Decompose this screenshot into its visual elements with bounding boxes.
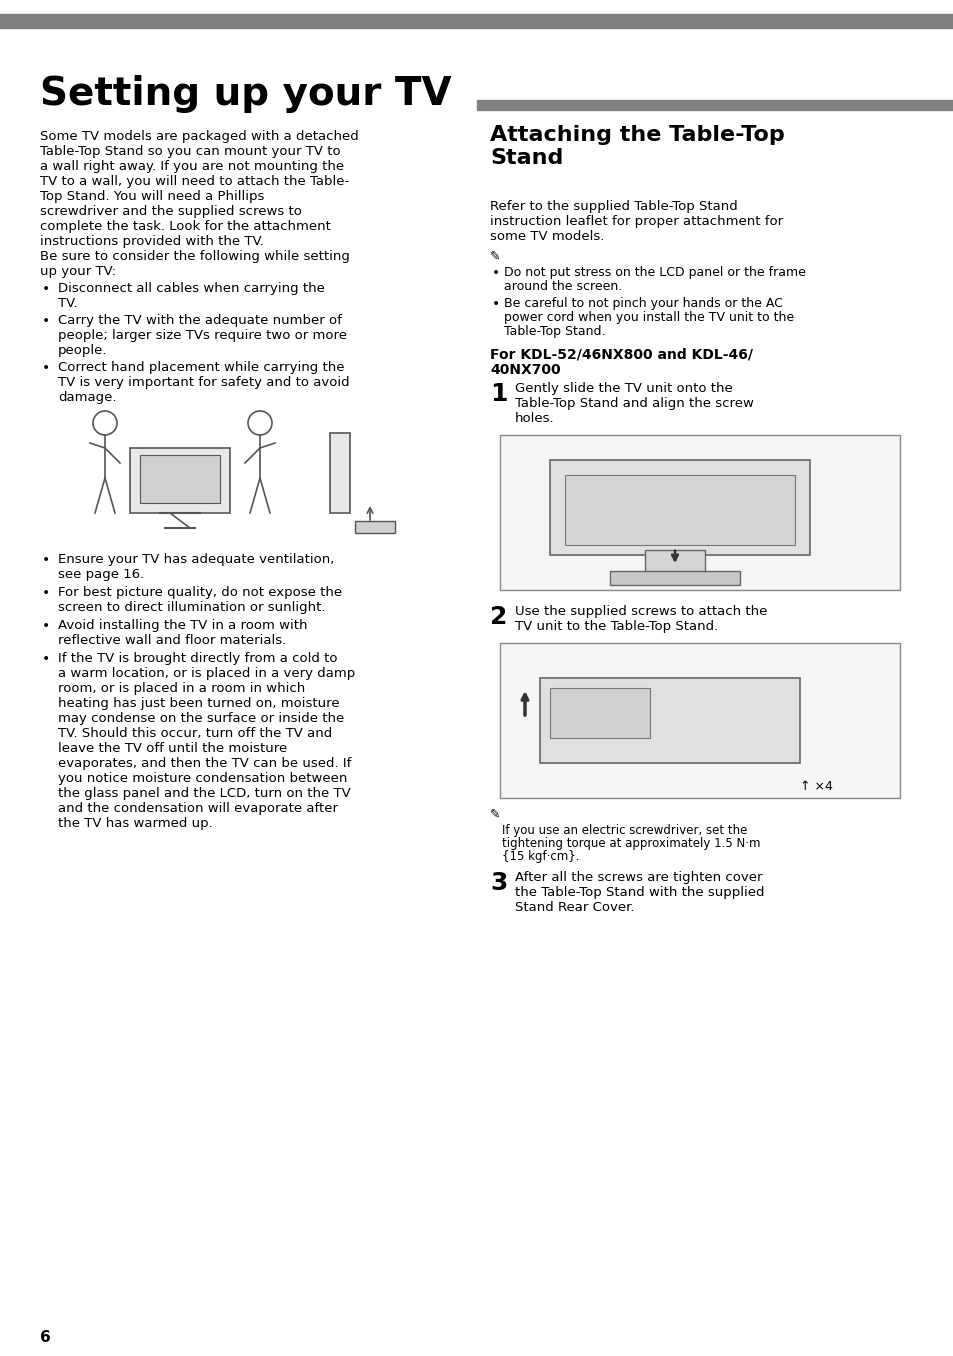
Text: Gently slide the TV unit onto the: Gently slide the TV unit onto the [515, 382, 732, 395]
Text: •: • [42, 586, 51, 599]
Text: people.: people. [58, 344, 108, 357]
Text: Be sure to consider the following while setting: Be sure to consider the following while … [40, 250, 350, 263]
Text: Some TV models are packaged with a detached: Some TV models are packaged with a detac… [40, 130, 358, 142]
Text: up your TV:: up your TV: [40, 264, 116, 278]
Bar [550, 460, 809, 555]
Text: the Table-Top Stand with the supplied: the Table-Top Stand with the supplied [515, 885, 763, 899]
Text: Setting up your TV: Setting up your TV [40, 75, 451, 113]
Text: damage.: damage. [58, 391, 116, 404]
Text: evaporates, and then the TV can be used. If: evaporates, and then the TV can be used.… [58, 757, 351, 770]
Bar [355, 521, 395, 533]
Text: •: • [42, 652, 51, 666]
Text: complete the task. Look for the attachment: complete the task. Look for the attachme… [40, 220, 331, 233]
Text: If the TV is brought directly from a cold to: If the TV is brought directly from a col… [58, 652, 337, 664]
Text: Attaching the Table-Top
Stand: Attaching the Table-Top Stand [490, 125, 784, 168]
Text: After all the screws are tighten cover: After all the screws are tighten cover [515, 871, 761, 884]
Bar [539, 678, 800, 763]
Text: ✎: ✎ [490, 808, 500, 820]
Text: TV.: TV. [58, 297, 77, 311]
Text: Table-Top Stand so you can mount your TV to: Table-Top Stand so you can mount your TV… [40, 145, 340, 159]
Text: 3: 3 [490, 871, 507, 895]
Text: instruction leaflet for proper attachment for: instruction leaflet for proper attachmen… [490, 216, 782, 228]
Text: power cord when you install the TV unit to the: power cord when you install the TV unit … [503, 311, 793, 324]
Text: Refer to the supplied Table-Top Stand: Refer to the supplied Table-Top Stand [490, 199, 737, 213]
Text: a warm location, or is placed in a very damp: a warm location, or is placed in a very … [58, 667, 355, 679]
Bar [499, 643, 899, 797]
Text: TV unit to the Table-Top Stand.: TV unit to the Table-Top Stand. [515, 620, 718, 633]
Text: Ensure your TV has adequate ventilation,: Ensure your TV has adequate ventilation, [58, 553, 334, 565]
Text: some TV models.: some TV models. [490, 231, 604, 243]
Text: •: • [42, 315, 51, 328]
Text: 1: 1 [490, 382, 507, 405]
Text: holes.: holes. [515, 412, 554, 424]
Bar [0, 14, 953, 28]
Text: Correct hand placement while carrying the: Correct hand placement while carrying th… [58, 361, 344, 374]
Bar [476, 100, 953, 110]
Text: screen to direct illumination or sunlight.: screen to direct illumination or sunligh… [58, 601, 325, 614]
Text: screwdriver and the supplied screws to: screwdriver and the supplied screws to [40, 205, 301, 218]
Text: and the condensation will evaporate after: and the condensation will evaporate afte… [58, 801, 337, 815]
Text: you notice moisture condensation between: you notice moisture condensation between [58, 772, 347, 785]
Text: TV. Should this occur, turn off the TV and: TV. Should this occur, turn off the TV a… [58, 727, 332, 740]
Text: reflective wall and floor materials.: reflective wall and floor materials. [58, 635, 286, 647]
Bar [564, 475, 794, 545]
Text: the TV has warmed up.: the TV has warmed up. [58, 818, 213, 830]
Text: Table-Top Stand.: Table-Top Stand. [503, 325, 605, 338]
Text: TV to a wall, you will need to attach the Table-: TV to a wall, you will need to attach th… [40, 175, 349, 188]
Text: Be careful to not pinch your hands or the AC: Be careful to not pinch your hands or th… [503, 297, 782, 311]
Polygon shape [140, 456, 220, 503]
Bar [609, 571, 740, 584]
Text: tightening torque at approximately 1.5 N·m: tightening torque at approximately 1.5 N… [501, 837, 760, 850]
Text: around the screen.: around the screen. [503, 279, 621, 293]
Text: ↑ ×4: ↑ ×4 [800, 780, 832, 793]
Text: {15 kgf·cm}.: {15 kgf·cm}. [501, 850, 578, 862]
Text: Do not put stress on the LCD panel or the frame: Do not put stress on the LCD panel or th… [503, 266, 805, 279]
Bar [499, 435, 899, 590]
Text: 2: 2 [490, 605, 507, 629]
Text: instructions provided with the TV.: instructions provided with the TV. [40, 235, 264, 248]
Polygon shape [130, 447, 230, 513]
Text: may condense on the surface or inside the: may condense on the surface or inside th… [58, 712, 344, 725]
Text: see page 16.: see page 16. [58, 568, 144, 580]
Text: •: • [42, 618, 51, 633]
Text: •: • [42, 282, 51, 296]
Text: •: • [42, 553, 51, 567]
Text: the glass panel and the LCD, turn on the TV: the glass panel and the LCD, turn on the… [58, 786, 351, 800]
Text: Disconnect all cables when carrying the: Disconnect all cables when carrying the [58, 282, 325, 296]
Text: people; larger size TVs require two or more: people; larger size TVs require two or m… [58, 330, 347, 342]
Text: Use the supplied screws to attach the: Use the supplied screws to attach the [515, 605, 766, 618]
Text: •: • [492, 297, 499, 311]
Text: For KDL-52/46NX800 and KDL-46/
40NX700: For KDL-52/46NX800 and KDL-46/ 40NX700 [490, 347, 752, 377]
Text: If you use an electric screwdriver, set the: If you use an electric screwdriver, set … [501, 824, 746, 837]
Text: Top Stand. You will need a Phillips: Top Stand. You will need a Phillips [40, 190, 264, 203]
Text: leave the TV off until the moisture: leave the TV off until the moisture [58, 742, 287, 755]
Text: Avoid installing the TV in a room with: Avoid installing the TV in a room with [58, 618, 307, 632]
Bar [550, 687, 649, 738]
Bar [60, 423, 370, 542]
Text: heating has just been turned on, moisture: heating has just been turned on, moistur… [58, 697, 339, 711]
Text: •: • [492, 266, 499, 279]
Text: For best picture quality, do not expose the: For best picture quality, do not expose … [58, 586, 342, 599]
Text: TV is very important for safety and to avoid: TV is very important for safety and to a… [58, 376, 349, 389]
Text: Table-Top Stand and align the screw: Table-Top Stand and align the screw [515, 397, 753, 410]
Text: a wall right away. If you are not mounting the: a wall right away. If you are not mounti… [40, 160, 344, 174]
Polygon shape [330, 433, 350, 513]
Text: 6: 6 [40, 1330, 51, 1345]
Text: ✎: ✎ [490, 250, 500, 263]
Text: •: • [42, 361, 51, 376]
Text: Carry the TV with the adequate number of: Carry the TV with the adequate number of [58, 315, 341, 327]
Text: room, or is placed in a room in which: room, or is placed in a room in which [58, 682, 305, 696]
Text: Stand Rear Cover.: Stand Rear Cover. [515, 900, 634, 914]
Bar [644, 551, 704, 572]
